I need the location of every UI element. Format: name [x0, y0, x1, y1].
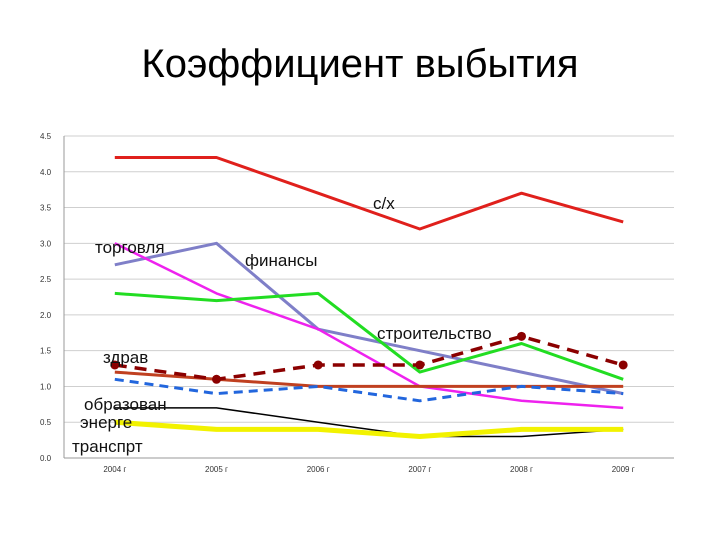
- y-tick-label-0: 0.0: [40, 454, 52, 463]
- series-5-point-2: [313, 360, 323, 370]
- series-layer: [114, 156, 624, 439]
- x-tick-label-4: 2008 г: [510, 465, 533, 474]
- y-tick-label-4: 2.0: [40, 311, 52, 320]
- series-line-1: [114, 241, 624, 396]
- series-line-2: [114, 242, 624, 410]
- y-tick-label-3: 1.5: [40, 347, 52, 356]
- marker-layer: [110, 331, 628, 384]
- y-tick-label-8: 4.0: [40, 168, 52, 177]
- annotation-transprt: транспрт: [72, 437, 143, 456]
- x-tick-label-0: 2004 г: [103, 465, 126, 474]
- series-line-4: [114, 370, 624, 388]
- y-tick-label-6: 3.0: [40, 239, 52, 248]
- y-tick-label-5: 2.5: [40, 275, 52, 284]
- series-line-6: [114, 377, 624, 403]
- x-tick-label-5: 2009 г: [612, 465, 635, 474]
- series-line-3: [114, 291, 624, 381]
- x-tick-label-2: 2006 г: [307, 465, 330, 474]
- series-5-point-5: [618, 360, 628, 370]
- annotation-obrazovan: образован: [84, 395, 167, 414]
- y-tick-label-9: 4.5: [40, 132, 52, 141]
- y-tick-label-1: 0.5: [40, 418, 52, 427]
- annotation-energe: энерге: [80, 413, 132, 432]
- annotation-finansy: финансы: [245, 251, 317, 270]
- annotation-stroitelstvo: строительство: [377, 324, 492, 343]
- x-tick-labels: 2004 г 2005 г 2006 г 2007 г 2008 г 2009 г: [103, 465, 634, 474]
- annotations: с/х торговля финансы строительство здрав…: [72, 194, 492, 456]
- series-line-0: [114, 156, 624, 231]
- series-5-point-3: [415, 360, 425, 370]
- series-line-8: [114, 419, 624, 439]
- x-tick-label-3: 2007 г: [408, 465, 431, 474]
- series-5-point-0: [110, 360, 120, 370]
- y-tick-labels: 0.0 0.5 1.0 1.5 2.0 2.5 3.0 3.5 4.0 4.5: [40, 132, 52, 463]
- series-5-point-1: [212, 374, 221, 384]
- y-tick-label-7: 3.5: [40, 204, 52, 213]
- annotation-sx: с/х: [373, 194, 395, 213]
- series-5-point-4: [517, 331, 526, 341]
- axes: [63, 136, 674, 459]
- annotation-zdrav: здрав: [103, 348, 148, 367]
- x-tick-label-1: 2005 г: [205, 465, 228, 474]
- y-tick-label-2: 1.0: [40, 382, 52, 391]
- annotation-torgovlya: торговля: [95, 238, 165, 257]
- series-line-5: [114, 334, 624, 382]
- series-line-7: [114, 407, 624, 438]
- slide-title: Коэффициент выбытия: [141, 42, 579, 86]
